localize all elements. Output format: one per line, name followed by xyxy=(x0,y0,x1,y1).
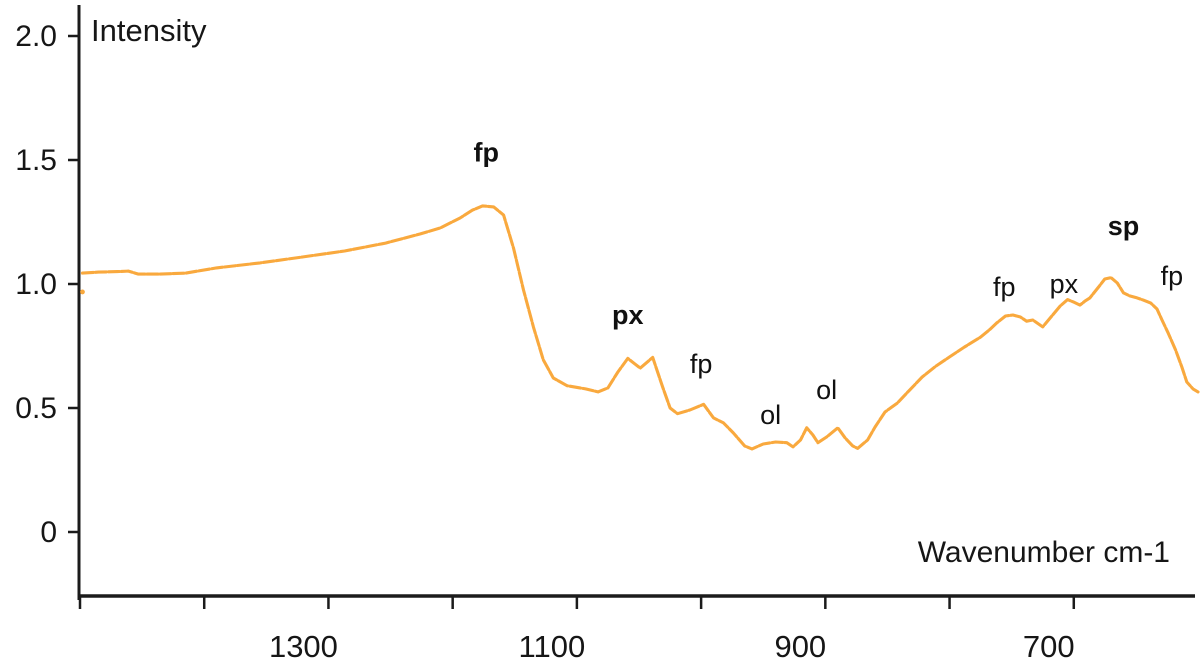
peak-annotation-px: px xyxy=(612,300,644,330)
peak-annotation-fp: fp xyxy=(473,138,498,168)
peak-annotation-fp: fp xyxy=(690,349,713,379)
y-tick-label: 2.0 xyxy=(15,20,57,53)
y-axis-title: Intensity xyxy=(91,13,207,48)
x-tick-label: 1300 xyxy=(269,629,338,664)
y-tick-label: 0.5 xyxy=(15,392,57,425)
stray-dot xyxy=(80,289,85,295)
x-axis-title: Wavenumber cm-1 xyxy=(917,536,1170,569)
peak-annotation-fp: fp xyxy=(993,272,1016,302)
y-tick-label: 0 xyxy=(40,516,57,549)
peak-annotation-px: px xyxy=(1050,269,1079,299)
peak-annotation-ol: ol xyxy=(760,400,781,430)
y-tick-label: 1.0 xyxy=(15,268,57,301)
x-tick-label: 900 xyxy=(774,629,826,664)
x-tick-label: 700 xyxy=(1023,629,1075,664)
x-tick-label: 1100 xyxy=(519,629,586,664)
y-tick-label: 1.5 xyxy=(15,144,57,177)
peak-annotation-sp: sp xyxy=(1108,211,1140,241)
peak-annotation-ol: ol xyxy=(816,375,837,405)
spectrum-curve xyxy=(80,204,1200,451)
peak-annotation-fp: fp xyxy=(1161,261,1184,291)
